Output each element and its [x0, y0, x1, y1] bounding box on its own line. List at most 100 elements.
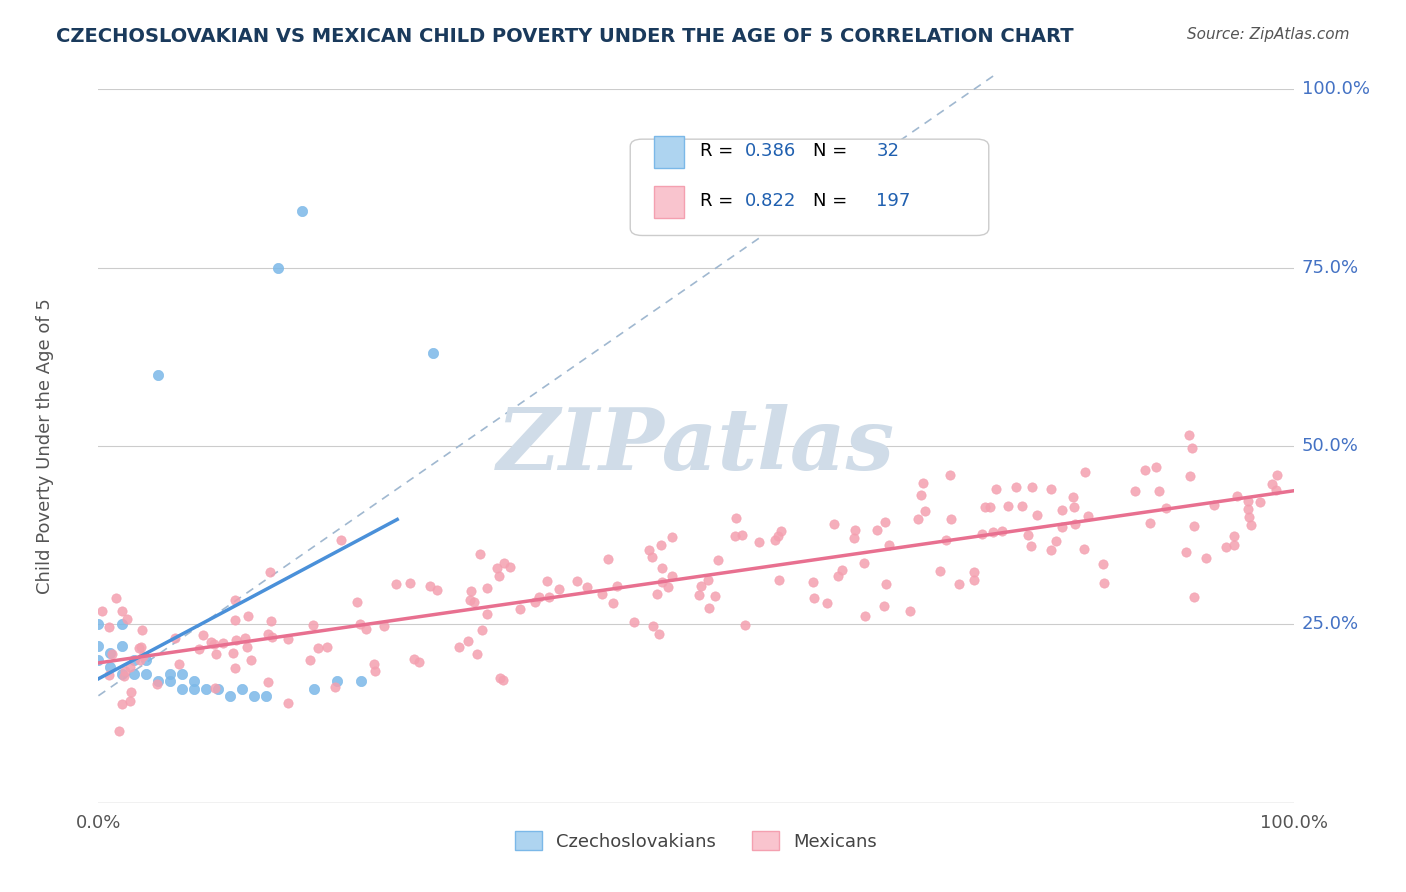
Point [146, 676, 169, 690]
Point [1175, 545, 1198, 559]
Point [1178, 428, 1201, 442]
Point [842, 531, 865, 545]
Point [1005, 480, 1028, 494]
Point [803, 591, 825, 606]
Point [468, 547, 491, 561]
Point [1156, 500, 1178, 515]
Point [538, 590, 561, 604]
Point [898, 603, 921, 617]
Point [981, 524, 1004, 539]
Point [128, 640, 150, 655]
Point [1062, 490, 1084, 504]
Point [1240, 518, 1263, 533]
Point [163, 631, 186, 645]
Point [866, 523, 889, 537]
Point [707, 553, 730, 567]
Point [233, 631, 256, 645]
Point [172, 681, 194, 696]
Point [527, 591, 550, 605]
Point [135, 667, 157, 681]
Point [330, 533, 353, 548]
Point [426, 582, 449, 597]
Point [823, 517, 845, 532]
Point [97, 668, 120, 682]
Point [1249, 495, 1271, 509]
Point [963, 565, 986, 579]
Point [602, 596, 624, 610]
Point [486, 561, 509, 575]
Point [124, 667, 146, 681]
Text: N =: N = [813, 193, 853, 211]
Point [129, 653, 152, 667]
Point [131, 649, 153, 664]
Point [643, 619, 665, 633]
Point [235, 640, 257, 654]
Point [364, 664, 387, 678]
Point [207, 681, 229, 696]
Point [471, 623, 494, 637]
Point [224, 661, 246, 675]
Point [1063, 500, 1085, 515]
Point [1074, 466, 1097, 480]
Point [131, 623, 153, 637]
Point [87, 639, 110, 653]
Point [523, 594, 546, 608]
Point [259, 566, 281, 580]
Point [299, 653, 322, 667]
Point [323, 680, 346, 694]
Point [111, 604, 134, 618]
Point [1092, 575, 1115, 590]
Point [120, 694, 142, 708]
Point [844, 524, 866, 538]
Point [509, 602, 531, 616]
Point [661, 530, 683, 544]
Point [236, 609, 259, 624]
Point [1077, 508, 1099, 523]
Point [928, 564, 950, 578]
Point [457, 634, 479, 648]
Point [1265, 467, 1288, 482]
Point [131, 640, 153, 654]
Point [277, 632, 299, 647]
Point [1039, 543, 1062, 558]
Point [254, 689, 277, 703]
Point [1073, 542, 1095, 557]
Point [224, 593, 246, 607]
Text: R =: R = [700, 143, 738, 161]
Text: 0.386: 0.386 [745, 143, 796, 161]
Point [148, 368, 170, 382]
Point [910, 488, 932, 502]
Point [853, 557, 876, 571]
Text: 25.0%: 25.0% [1302, 615, 1360, 633]
Point [489, 672, 512, 686]
Point [104, 591, 127, 605]
Point [200, 635, 222, 649]
Point [1261, 476, 1284, 491]
Point [260, 614, 283, 628]
Point [159, 667, 181, 681]
Point [697, 574, 720, 588]
Text: 75.0%: 75.0% [1302, 259, 1360, 277]
Point [346, 595, 368, 609]
Point [596, 552, 619, 566]
Point [973, 500, 995, 515]
Point [402, 652, 425, 666]
Point [224, 614, 246, 628]
Point [212, 636, 235, 650]
Point [91, 604, 114, 618]
Point [724, 510, 747, 524]
Point [205, 647, 228, 661]
Point [1223, 538, 1246, 552]
Point [914, 504, 936, 518]
Point [1045, 534, 1067, 549]
Point [191, 628, 214, 642]
Point [1021, 480, 1043, 494]
Point [939, 468, 962, 483]
Point [1011, 500, 1033, 514]
Point [935, 533, 957, 548]
Point [460, 583, 482, 598]
Point [547, 582, 569, 596]
Point [1050, 520, 1073, 534]
Point [690, 579, 713, 593]
Point [98, 646, 122, 660]
